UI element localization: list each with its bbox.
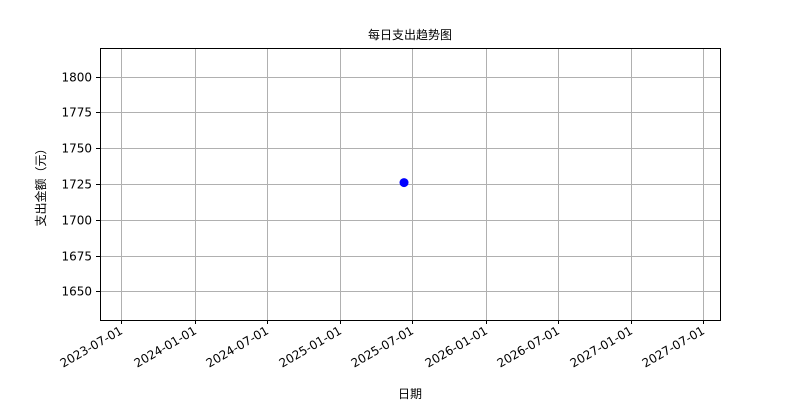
y-tick-label: 1800 [61,71,92,85]
data-point [399,178,409,188]
chart-title: 每日支出趋势图 [368,27,452,42]
y-tick-label: 1725 [61,178,92,192]
x-tick-label: 2025-07-01 [349,323,416,370]
y-tick-label: 1775 [61,106,92,120]
x-tick-label: 2026-01-01 [423,323,490,370]
y-tick-label: 1675 [61,250,92,264]
x-axis-label: 日期 [398,387,422,400]
x-tick-label: 2025-01-01 [277,323,344,370]
grid-layer [100,48,720,320]
x-tick-label: 2027-01-01 [568,323,635,370]
x-tick-label: 2024-01-01 [132,323,199,370]
marks-layer [399,178,409,188]
y-tick-label: 1650 [61,285,92,299]
x-tick-label: 2024-07-01 [204,323,271,370]
y-tick-label: 1700 [61,214,92,228]
y-tick-label: 1750 [61,142,92,156]
x-tick-label: 2027-07-01 [640,323,707,370]
y-axis-label: 支出金额（元） [33,142,48,226]
x-tick-label: 2023-07-01 [58,323,125,370]
plot-frame [100,48,721,321]
x-tick-label: 2026-07-01 [495,323,562,370]
